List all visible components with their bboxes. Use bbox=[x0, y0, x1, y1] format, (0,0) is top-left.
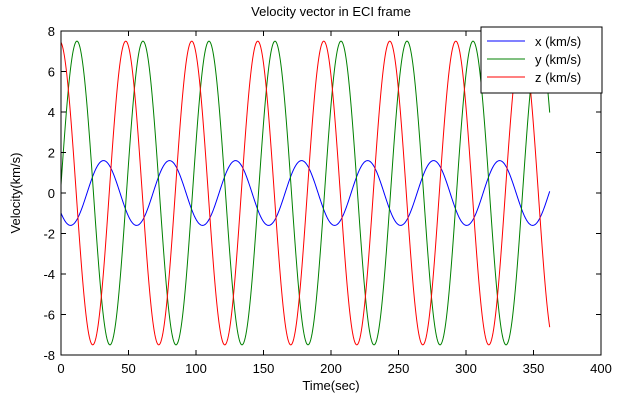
y-axis-title: Velocity(km/s) bbox=[8, 153, 23, 234]
x-tick-label: 150 bbox=[253, 361, 275, 376]
series-line-x bbox=[60, 160, 551, 226]
legend-box bbox=[480, 26, 603, 94]
x-tick-label: 250 bbox=[388, 361, 410, 376]
x-tick-label: 350 bbox=[523, 361, 545, 376]
y-tick-label: 0 bbox=[48, 186, 55, 201]
x-tick-label: 200 bbox=[320, 361, 342, 376]
x-tick-label: 300 bbox=[455, 361, 477, 376]
plot-area bbox=[60, 40, 551, 346]
y-tick-label: -4 bbox=[43, 267, 55, 282]
y-tick-label: 4 bbox=[48, 105, 55, 120]
legend: x (km/s) y (km/s) z (km/s) bbox=[480, 26, 603, 94]
y-tick-label: -8 bbox=[43, 348, 55, 363]
y-tick-label: -2 bbox=[43, 227, 55, 242]
y-tick-label: -6 bbox=[43, 308, 55, 323]
x-tick-label: 400 bbox=[590, 361, 612, 376]
y-tick-label: 2 bbox=[48, 146, 55, 161]
legend-label-x: x (km/s) bbox=[535, 34, 581, 49]
x-tick-label: 0 bbox=[57, 361, 64, 376]
x-tick-label: 50 bbox=[121, 361, 135, 376]
legend-label-y: y (km/s) bbox=[535, 52, 581, 67]
x-axis-title: Time(sec) bbox=[302, 378, 359, 393]
series-line-y bbox=[60, 40, 551, 346]
chart-title: Velocity vector in ECI frame bbox=[251, 4, 411, 19]
x-tick-label: 100 bbox=[185, 361, 207, 376]
y-tick-label: 8 bbox=[48, 24, 55, 39]
legend-label-z: z (km/s) bbox=[535, 70, 581, 85]
axis-ticks: 0 50 100 150 200 250 300 350 400 -8 -6 -4 -2 0 2 4 6 8 bbox=[43, 24, 611, 376]
series-line-z bbox=[60, 40, 551, 346]
y-tick-label: 6 bbox=[48, 65, 55, 80]
